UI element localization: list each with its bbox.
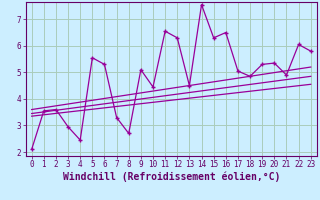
X-axis label: Windchill (Refroidissement éolien,°C): Windchill (Refroidissement éolien,°C) [62, 172, 280, 182]
